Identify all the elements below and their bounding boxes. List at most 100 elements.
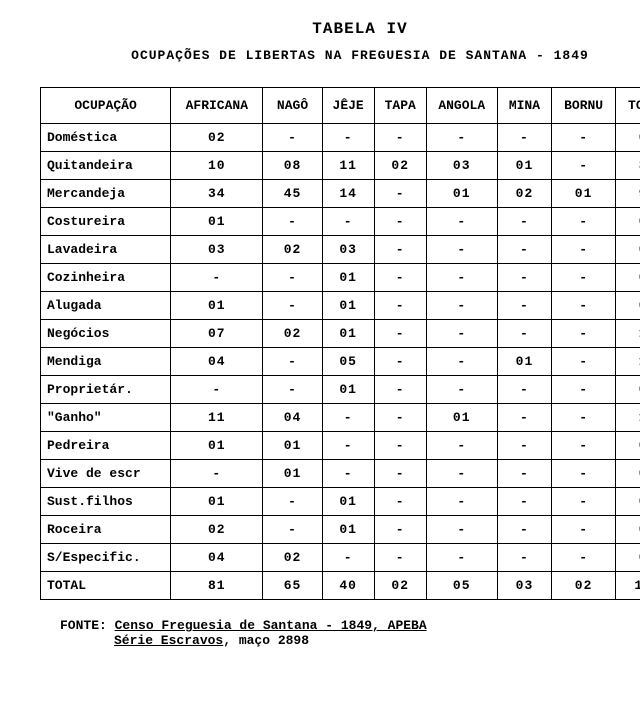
cell: 08 [263, 152, 322, 180]
cell: - [497, 544, 551, 572]
cell: - [374, 544, 426, 572]
table-title: OCUPAÇÕES DE LIBERTAS NA FREGUESIA DE SA… [40, 48, 640, 63]
cell: - [552, 544, 616, 572]
cell: 11 [171, 404, 263, 432]
table-row: Pedreira0101-----02 [41, 432, 640, 460]
cell: - [426, 432, 497, 460]
table-row: Roceira02-01----03 [41, 516, 640, 544]
cell: - [374, 236, 426, 264]
cell: - [374, 488, 426, 516]
table-number: TABELA IV [40, 20, 640, 38]
cell: 02 [171, 124, 263, 152]
cell: 11 [322, 152, 374, 180]
row-label: TOTAL [41, 572, 171, 600]
cell: - [374, 180, 426, 208]
cell: 02 [616, 488, 640, 516]
cell: - [263, 348, 322, 376]
cell: - [426, 460, 497, 488]
cell: - [497, 320, 551, 348]
col-africana: AFRICANA [171, 88, 263, 124]
table-row: Cozinheira--01----01 [41, 264, 640, 292]
cell: - [374, 516, 426, 544]
cell: 05 [322, 348, 374, 376]
cell: 02 [552, 572, 616, 600]
cell: 04 [171, 544, 263, 572]
cell: - [552, 208, 616, 236]
cell: 198 [616, 572, 640, 600]
cell: 02 [263, 544, 322, 572]
table-row: Sust.filhos01-01----02 [41, 488, 640, 516]
cell: 01 [497, 348, 551, 376]
cell: - [263, 292, 322, 320]
cell: 01 [263, 460, 322, 488]
cell: - [322, 544, 374, 572]
cell: - [171, 460, 263, 488]
cell: - [322, 404, 374, 432]
cell: - [426, 348, 497, 376]
row-label: Sust.filhos [41, 488, 171, 516]
row-label: Cozinheira [41, 264, 171, 292]
occupations-table: OCUPAÇÃO AFRICANA NAGÔ JÊJE TAPA ANGOLA … [40, 87, 640, 600]
cell: 01 [322, 376, 374, 404]
col-ocupacao: OCUPAÇÃO [41, 88, 171, 124]
cell: 01 [263, 432, 322, 460]
cell: - [171, 376, 263, 404]
table-row: Alugada01-01----02 [41, 292, 640, 320]
table-row: Quitandeira100811020301-35 [41, 152, 640, 180]
cell: - [497, 236, 551, 264]
cell: 65 [263, 572, 322, 600]
row-label: S/Especific. [41, 544, 171, 572]
cell: 02 [374, 572, 426, 600]
cell: 02 [263, 320, 322, 348]
cell: 45 [263, 180, 322, 208]
cell: - [497, 432, 551, 460]
cell: 07 [171, 320, 263, 348]
cell: 01 [616, 264, 640, 292]
cell: 03 [426, 152, 497, 180]
cell: - [263, 488, 322, 516]
table-row: Vive de escr-01-----01 [41, 460, 640, 488]
cell: - [374, 320, 426, 348]
cell: 01 [552, 180, 616, 208]
cell: - [497, 376, 551, 404]
header-row: OCUPAÇÃO AFRICANA NAGÔ JÊJE TAPA ANGOLA … [41, 88, 640, 124]
row-label: Mercandeja [41, 180, 171, 208]
cell: 10 [616, 348, 640, 376]
table-row: Mercandeja344514-01020197 [41, 180, 640, 208]
row-label: Proprietár. [41, 376, 171, 404]
cell: 01 [322, 264, 374, 292]
cell: - [426, 376, 497, 404]
row-label: Pedreira [41, 432, 171, 460]
cell: 02 [263, 236, 322, 264]
cell: 07 [616, 544, 640, 572]
cell: 01 [616, 376, 640, 404]
cell: - [552, 432, 616, 460]
cell: 97 [616, 180, 640, 208]
table-row: Lavadeira030203----08 [41, 236, 640, 264]
cell: 01 [616, 460, 640, 488]
table-body: Doméstica02------02Quitandeira1008110203… [41, 124, 640, 600]
cell: 04 [263, 404, 322, 432]
cell: - [552, 488, 616, 516]
cell: 11 [616, 320, 640, 348]
cell: - [322, 460, 374, 488]
source-line2a: Série Escravos [114, 633, 223, 648]
cell: - [497, 292, 551, 320]
cell: - [497, 460, 551, 488]
table-row: Proprietár.--01----01 [41, 376, 640, 404]
cell: - [497, 404, 551, 432]
cell: - [263, 376, 322, 404]
cell: - [497, 516, 551, 544]
cell: 02 [171, 516, 263, 544]
cell: 01 [426, 404, 497, 432]
cell: - [263, 124, 322, 152]
cell: 01 [497, 152, 551, 180]
cell: 40 [322, 572, 374, 600]
cell: - [374, 432, 426, 460]
cell: - [426, 264, 497, 292]
cell: - [497, 264, 551, 292]
row-label: Costureira [41, 208, 171, 236]
cell: 05 [426, 572, 497, 600]
cell: - [374, 404, 426, 432]
cell: - [552, 236, 616, 264]
